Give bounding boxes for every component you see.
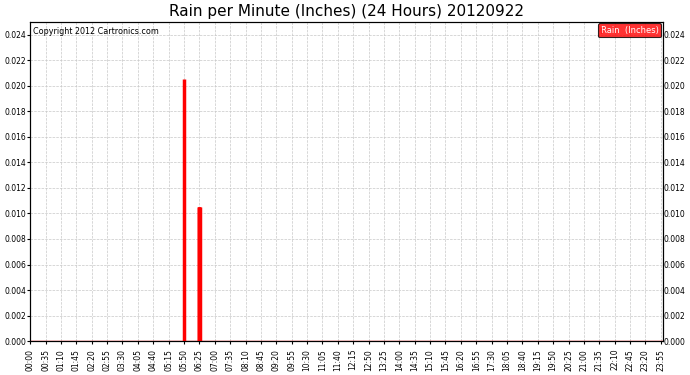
Legend: Rain  (Inches): Rain (Inches): [598, 23, 661, 38]
Title: Rain per Minute (Inches) (24 Hours) 20120922: Rain per Minute (Inches) (24 Hours) 2012…: [169, 4, 524, 19]
Text: Copyright 2012 Cartronics.com: Copyright 2012 Cartronics.com: [33, 27, 159, 36]
